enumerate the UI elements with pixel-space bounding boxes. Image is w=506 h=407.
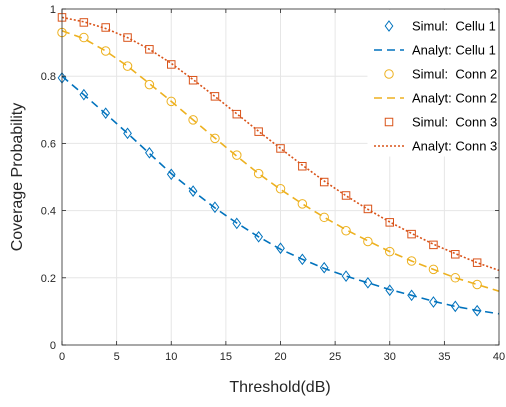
series-line <box>61 30 500 292</box>
data-point <box>363 204 373 214</box>
y-tick-label: 0.2 <box>41 273 56 285</box>
legend-box <box>367 9 499 157</box>
x-tick-label: 40 <box>493 351 505 363</box>
series-line <box>61 16 500 272</box>
legend-entry: Simul: Cellu 1 <box>384 19 496 34</box>
data-point <box>122 61 133 71</box>
series-analyt-conn-2 <box>61 30 500 292</box>
data-point <box>385 246 395 257</box>
x-tick-label: 5 <box>114 351 120 363</box>
series-line <box>61 75 500 315</box>
legend-label: Simul: Conn 3 <box>412 115 497 130</box>
data-point <box>429 296 438 308</box>
x-tick-label: 30 <box>384 351 396 363</box>
data-point <box>406 256 417 266</box>
data-point <box>232 109 242 119</box>
axis-ticks: 0 5 10 15 20 25 30 35 40 0 0.2 0.4 0.6 0.8 1 <box>41 4 505 363</box>
y-tick-label: 0.8 <box>41 71 56 83</box>
y-tick-label: 0.6 <box>41 138 56 150</box>
data-point <box>472 279 482 290</box>
x-tick-label: 35 <box>438 351 450 363</box>
data-point <box>100 46 111 56</box>
data-point <box>253 168 264 179</box>
x-tick-label: 20 <box>274 351 286 363</box>
legend-label: Analyt: Cellu 1 <box>412 43 496 58</box>
data-point <box>166 168 176 181</box>
data-point <box>166 96 176 107</box>
data-point <box>123 33 132 42</box>
data-point <box>385 218 394 227</box>
data-point <box>450 300 460 313</box>
data-point <box>145 146 154 159</box>
legend-marker <box>384 69 394 79</box>
data-point <box>79 18 89 27</box>
series-analyt-conn-3 <box>61 16 500 272</box>
data-point <box>275 184 286 194</box>
data-point <box>341 270 351 282</box>
y-axis-title: Coverage Probability <box>9 103 26 252</box>
data-point <box>407 289 416 302</box>
data-point <box>188 115 198 125</box>
data-point <box>341 191 351 200</box>
data-point <box>319 212 329 223</box>
data-point <box>428 264 439 275</box>
legend-entry: Analyt: Cellu 1 <box>374 43 496 58</box>
x-tick-label: 25 <box>329 351 341 363</box>
data-point <box>79 88 89 101</box>
series-simul-conn-2 <box>57 27 482 290</box>
x-axis-title: Threshold(dB) <box>229 379 330 396</box>
data-point <box>276 242 285 255</box>
data-point <box>363 277 373 289</box>
legend: Simul: Cellu 1 Analyt: Cellu 1 Simul: Conn… <box>367 9 499 157</box>
series-analyt-cellu-1 <box>61 75 500 315</box>
data-point <box>188 75 198 85</box>
data-point <box>276 144 285 153</box>
x-tick-label: 15 <box>220 351 232 363</box>
data-point <box>407 229 416 239</box>
legend-label: Analyt: Conn 2 <box>412 91 497 106</box>
y-tick-label: 1 <box>50 4 56 16</box>
legend-entry: Analyt: Conn 3 <box>374 139 497 154</box>
data-point <box>319 177 329 187</box>
data-point <box>167 60 176 69</box>
legend-label: Analyt: Conn 3 <box>412 139 497 154</box>
data-point <box>210 133 220 144</box>
y-tick-label: 0.4 <box>41 206 56 218</box>
data-point <box>363 236 373 247</box>
legend-label: Simul: Conn 2 <box>412 67 497 82</box>
data-point <box>232 150 242 160</box>
data-point <box>341 226 351 236</box>
y-tick-label: 0 <box>50 340 56 352</box>
data-point <box>429 240 438 250</box>
legend-entry: Analyt: Conn 2 <box>374 91 497 106</box>
data-point <box>451 250 460 259</box>
series-simul-conn-3 <box>57 13 482 267</box>
series-layer <box>57 13 500 317</box>
legend-label: Simul: Cellu 1 <box>412 19 496 34</box>
data-point <box>210 92 220 101</box>
data-point <box>297 199 308 209</box>
data-point <box>254 127 263 136</box>
legend-entry: Simul: Conn 3 <box>384 115 497 130</box>
data-point <box>298 161 307 171</box>
data-point <box>319 261 329 274</box>
legend-marker <box>384 117 394 127</box>
data-point <box>145 45 154 54</box>
x-tick-label: 10 <box>165 351 177 363</box>
data-point <box>472 304 482 317</box>
legend-marker <box>384 20 394 32</box>
data-point <box>144 79 155 90</box>
data-point <box>472 258 482 267</box>
x-tick-label: 0 <box>59 351 65 363</box>
legend-entry: Simul: Conn 2 <box>384 67 497 82</box>
data-point <box>450 273 461 283</box>
